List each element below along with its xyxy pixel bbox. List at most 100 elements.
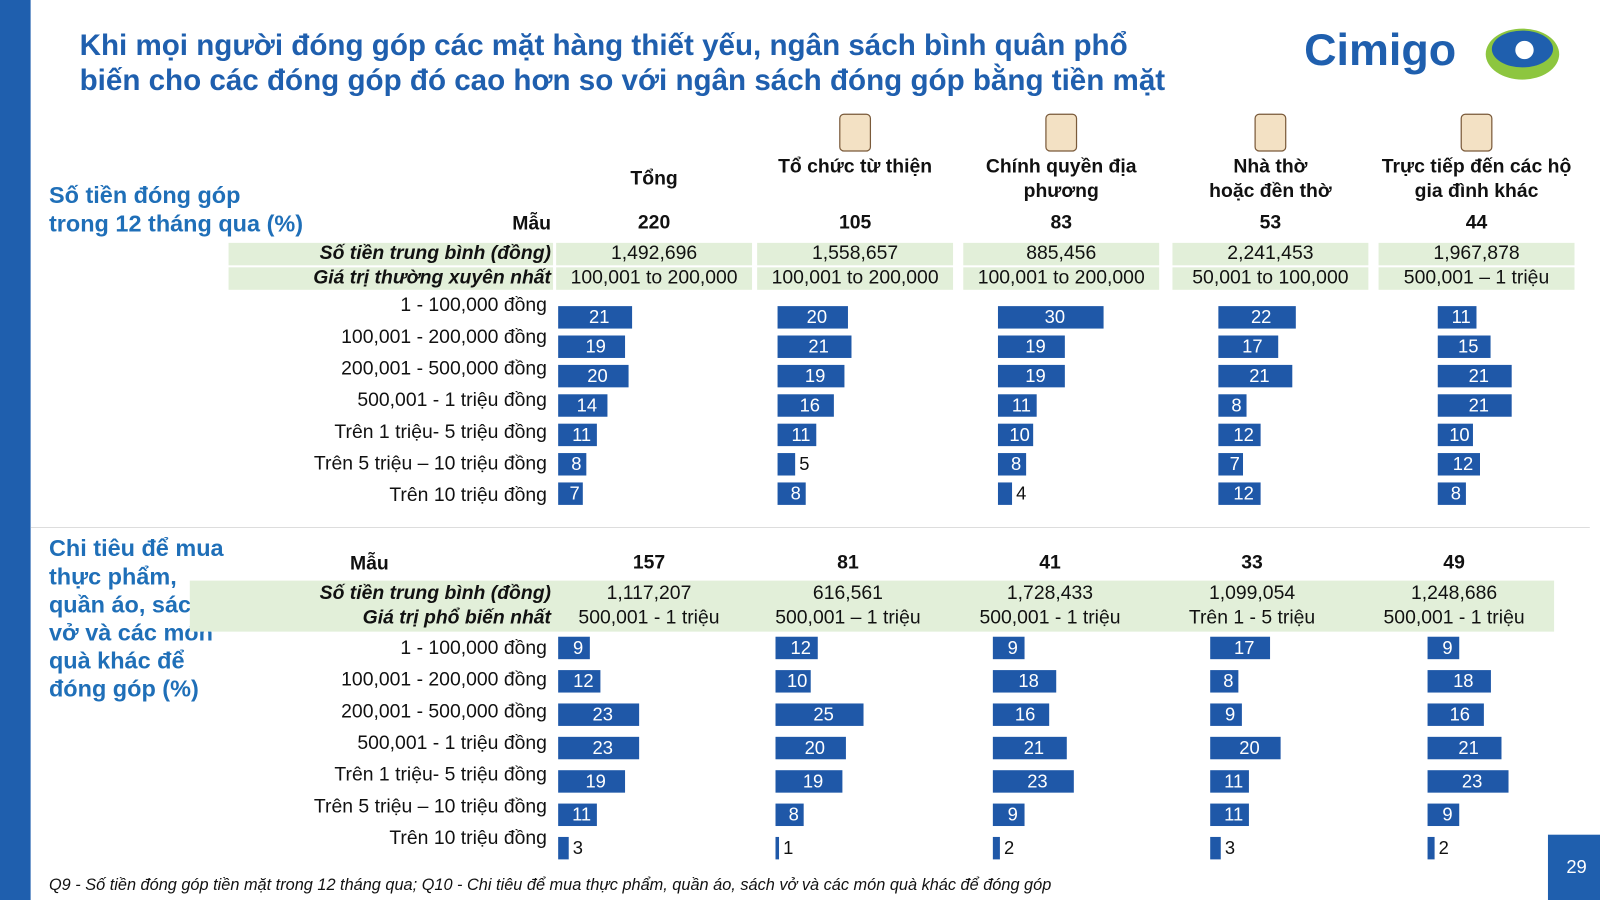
bar-value: 20	[807, 306, 827, 327]
sample-label: Mẫu	[350, 550, 389, 574]
bar	[777, 423, 817, 447]
bar-value: 11	[1224, 770, 1243, 791]
title-line: Khi mọi người đóng góp các mặt hàng thiế…	[80, 29, 1128, 62]
stat-value: Trên 1 - 5 triệu	[1189, 606, 1315, 628]
section-heading: quần áo, sách	[49, 591, 205, 617]
bar-value: 19	[805, 365, 825, 386]
page-number: 29	[1566, 856, 1586, 877]
bar	[775, 770, 843, 793]
bar	[997, 335, 1065, 358]
bar	[1218, 453, 1244, 476]
bar-value: 23	[1462, 770, 1482, 791]
bar	[992, 670, 1057, 693]
bar	[777, 453, 796, 476]
bar-value: 11	[572, 804, 591, 825]
category-label: Trên 1 triệu- 5 triệu đồng	[334, 764, 547, 786]
bar-value: 21	[1249, 365, 1269, 386]
bar-value: 9	[573, 637, 583, 658]
bar-value: 1	[783, 837, 793, 858]
stat-label: Giá trị phổ biến nhất	[363, 606, 553, 628]
stat-value: 1,248,686	[1411, 582, 1497, 604]
bar	[1210, 803, 1249, 827]
column-header: phương	[1024, 180, 1099, 202]
bar-value: 11	[1224, 804, 1243, 825]
section-heading: Chi tiêu để mua	[49, 535, 225, 561]
bar	[777, 335, 852, 358]
bar	[1210, 770, 1249, 793]
stat-value: 500,001 - 1 triệu	[1384, 606, 1525, 628]
bar-value: 10	[1449, 424, 1469, 445]
bar	[1210, 636, 1271, 660]
side-strip	[0, 0, 31, 900]
bar	[777, 364, 845, 388]
bar	[997, 423, 1034, 447]
stat-band	[757, 242, 954, 266]
bar	[1427, 703, 1484, 726]
bar	[775, 636, 818, 660]
category-label: Trên 5 triệu – 10 triệu đồng	[314, 795, 547, 817]
bar	[997, 453, 1027, 476]
section-heading: đóng góp (%)	[49, 676, 199, 702]
bar-value: 23	[593, 704, 613, 725]
bar	[997, 364, 1065, 388]
stat-value: 885,456	[1026, 242, 1096, 264]
sample-size: 53	[1260, 212, 1282, 234]
bar	[1437, 364, 1512, 388]
column-icon	[1045, 113, 1078, 152]
bar	[775, 803, 804, 827]
bar-value: 7	[1230, 453, 1240, 474]
sample-label: Mẫu	[512, 211, 551, 235]
bar	[1218, 306, 1296, 329]
bar-value: 8	[1231, 394, 1241, 415]
bar-value: 9	[1225, 704, 1235, 725]
bar-value: 17	[1234, 637, 1254, 658]
category-label: 100,001 - 200,000 đồng	[341, 669, 547, 691]
stat-band	[556, 242, 753, 266]
bar-value: 10	[787, 670, 807, 691]
bar	[775, 703, 864, 726]
bar	[1218, 394, 1247, 417]
stat-value: 500,001 – 1 triệu	[1404, 267, 1549, 289]
column-header: Nhà thờ	[1233, 155, 1307, 177]
bar-value: 20	[587, 365, 607, 386]
stat-value: 616,561	[813, 582, 883, 604]
logo-pupil	[1515, 40, 1534, 60]
bar-value: 12	[1233, 483, 1253, 504]
bar	[775, 670, 811, 693]
bar	[558, 836, 569, 860]
bar	[1427, 836, 1435, 860]
bar-value: 8	[791, 483, 801, 504]
column-header: gia đình khác	[1415, 180, 1539, 202]
bar-value: 11	[791, 424, 810, 445]
bar	[1437, 394, 1512, 417]
bar-value: 9	[1442, 637, 1452, 658]
bar	[775, 836, 780, 860]
bar-value: 5	[799, 453, 809, 474]
page-number-box	[1547, 834, 1600, 900]
bar	[558, 335, 626, 358]
bar-value: 16	[1015, 704, 1035, 725]
bar	[1427, 636, 1460, 660]
bar-value: 2	[1004, 837, 1014, 858]
bar	[1437, 306, 1477, 329]
category-label: 1 - 100,000 đồng	[400, 637, 547, 659]
bar-value: 9	[1008, 637, 1018, 658]
bar-value: 2	[1439, 837, 1449, 858]
bar	[997, 482, 1013, 505]
bar	[1210, 703, 1242, 726]
bar	[992, 636, 1025, 660]
sample-size: 49	[1443, 551, 1465, 573]
bar	[777, 306, 848, 329]
bar-value: 11	[1452, 306, 1471, 327]
bar	[558, 453, 587, 476]
bar-value: 21	[1458, 737, 1478, 758]
column-header: Chính quyền địa	[986, 155, 1137, 177]
bar-value: 23	[1027, 770, 1047, 791]
footnote: Q9 - Số tiền đóng góp tiền mặt trong 12 …	[49, 876, 1051, 894]
bar-value: 16	[1450, 704, 1470, 725]
bar-value: 12	[1233, 424, 1253, 445]
bar	[558, 482, 583, 505]
category-label: 1 - 100,000 đồng	[400, 294, 547, 316]
bar-value: 20	[1239, 737, 1259, 758]
bar-value: 9	[1008, 804, 1018, 825]
